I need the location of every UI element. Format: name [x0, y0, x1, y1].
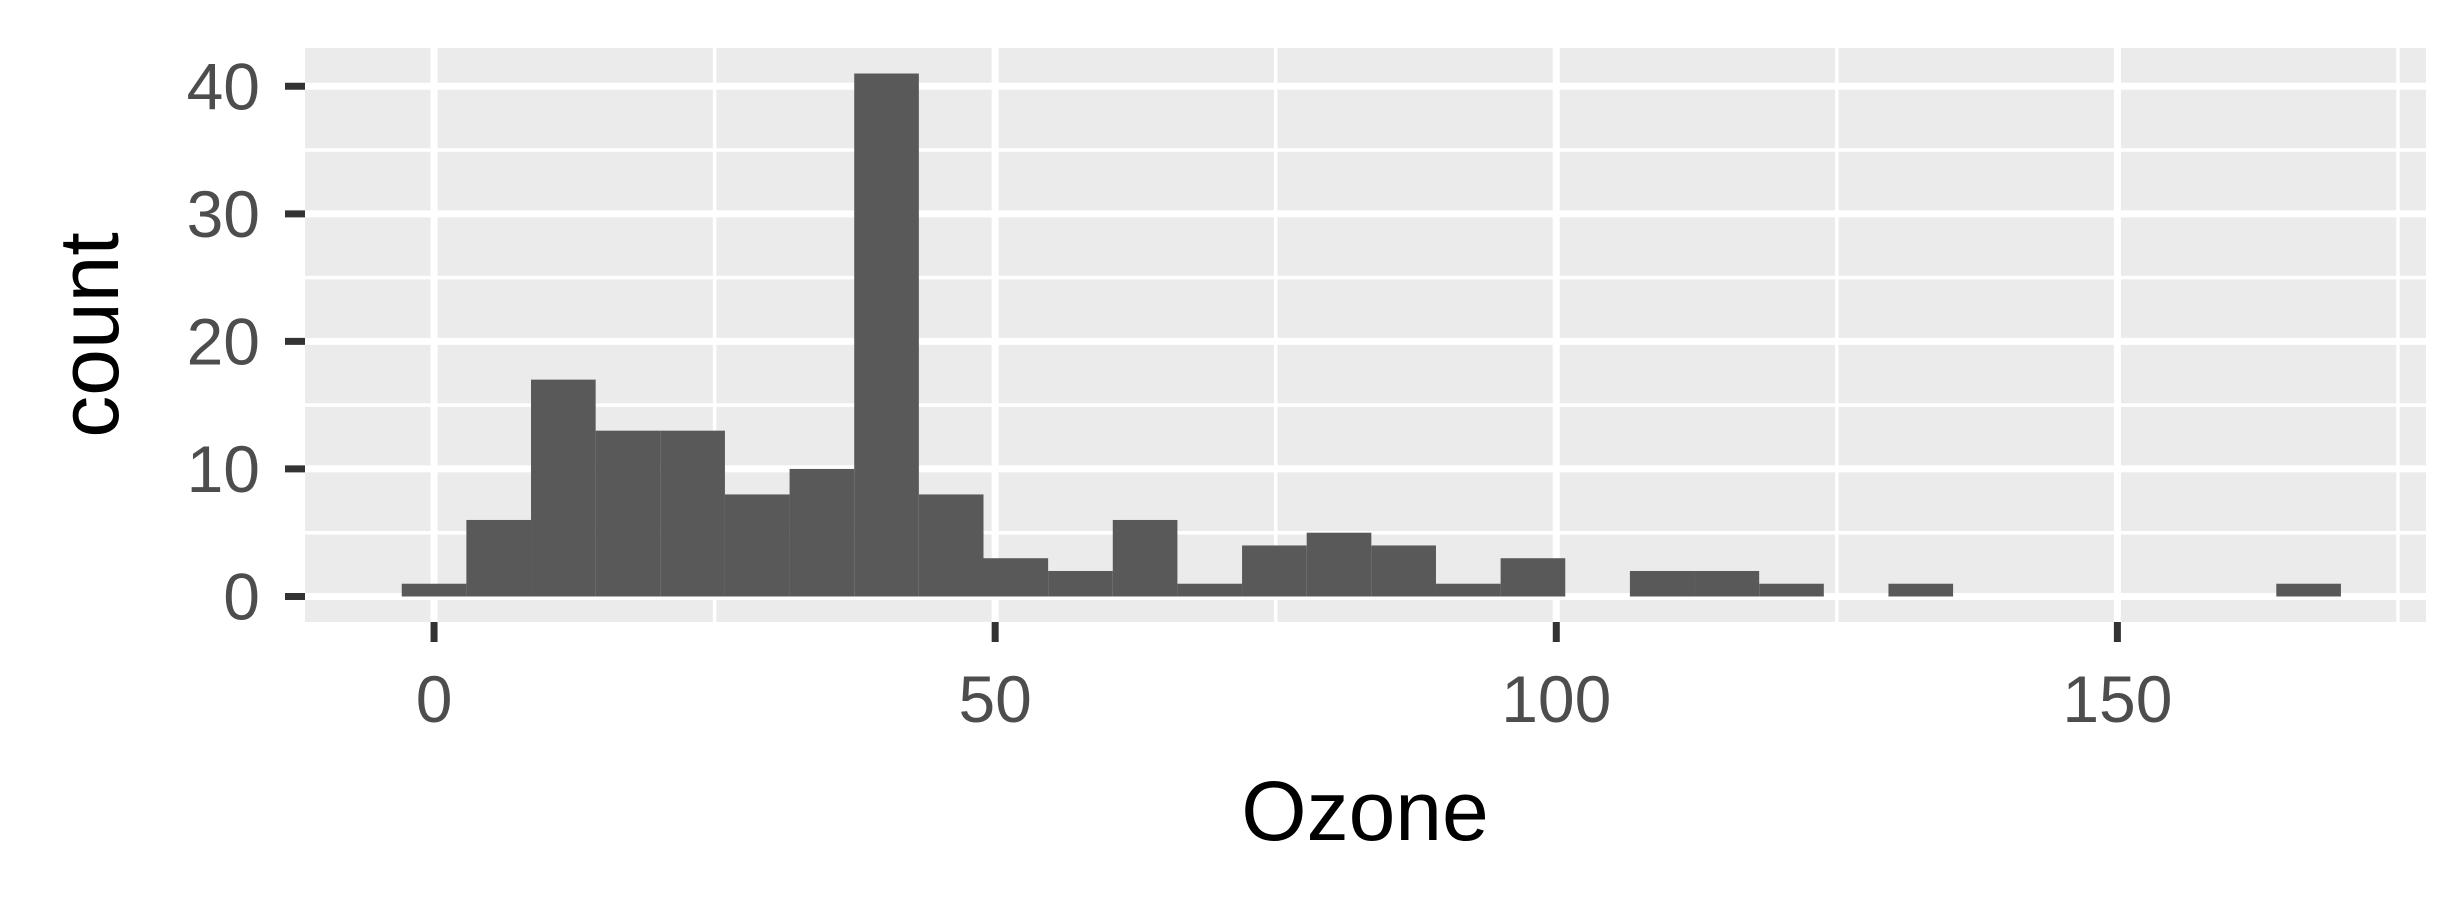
histogram-bar — [918, 494, 984, 597]
x-tick-label: 100 — [1501, 662, 1611, 736]
x-tick-label: 50 — [958, 662, 1031, 736]
histogram-bar — [401, 583, 467, 597]
y-tick-label: 40 — [187, 49, 260, 123]
histogram-bar — [1629, 570, 1695, 597]
histogram-bar — [724, 494, 790, 597]
histogram-bar — [1500, 558, 1566, 597]
histogram-bar — [1048, 570, 1113, 597]
histogram-bar — [1759, 583, 1824, 597]
histogram-bar — [1888, 583, 1954, 597]
x-tick-label: 150 — [2062, 662, 2172, 736]
histogram-bar — [854, 73, 919, 597]
x-axis: 0 50 100 150 — [416, 622, 2172, 736]
histogram-bar — [1371, 545, 1436, 597]
histogram-bar — [789, 468, 855, 597]
histogram-bar — [466, 519, 532, 597]
minor-gridlines — [305, 48, 2426, 622]
y-axis-title: count — [42, 232, 136, 438]
histogram-bar — [1177, 583, 1243, 597]
histogram-bar — [1694, 570, 1760, 597]
histogram-bar — [983, 558, 1049, 597]
y-tick-label: 10 — [187, 432, 260, 506]
histogram-bar — [1112, 519, 1178, 597]
y-axis: 0 10 20 30 40 — [187, 49, 305, 633]
y-tick-label: 20 — [187, 304, 260, 378]
histogram-bar — [531, 379, 596, 597]
histogram-bar — [1306, 532, 1372, 597]
histogram-bar — [1435, 583, 1501, 597]
histogram-bar — [595, 430, 661, 597]
histogram-bar — [2276, 583, 2341, 597]
x-tick-label: 0 — [416, 662, 453, 736]
histogram-bar — [660, 430, 725, 597]
histogram-bar — [1242, 545, 1307, 597]
x-axis-title: Ozone — [1241, 764, 1489, 858]
y-tick-label: 30 — [187, 177, 260, 251]
histogram-bars — [401, 73, 2341, 597]
y-tick-label: 0 — [223, 559, 260, 633]
